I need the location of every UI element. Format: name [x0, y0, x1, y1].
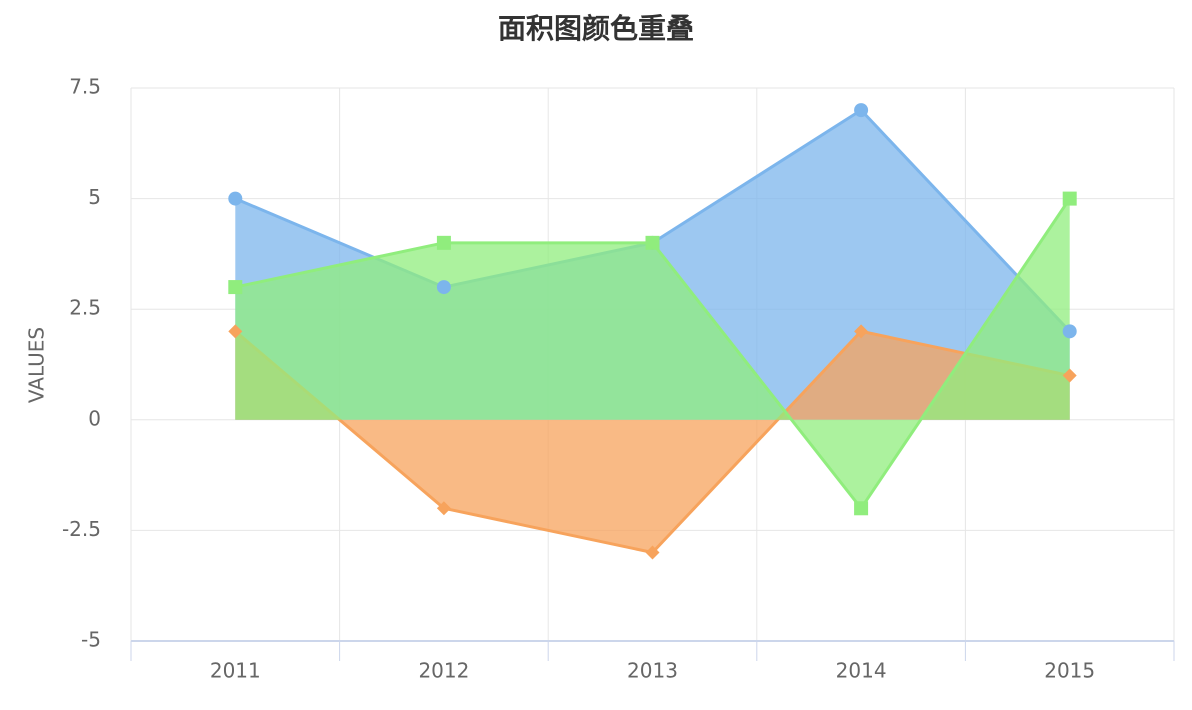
- y-tick-label: 0: [88, 406, 101, 430]
- area-fill: [235, 331, 1070, 553]
- marker: [854, 103, 869, 118]
- marker: [854, 501, 869, 516]
- y-axis-title: VALUES: [25, 327, 49, 403]
- marker: [854, 324, 869, 339]
- marker: [645, 545, 660, 560]
- y-tick-label: 7.5: [69, 75, 101, 99]
- marker: [436, 280, 451, 295]
- x-tick-label: 2013: [627, 659, 678, 683]
- x-tick-label: 2011: [210, 659, 261, 683]
- marker: [1062, 368, 1077, 383]
- marker: [645, 235, 660, 250]
- x-tick-label: 2014: [836, 659, 887, 683]
- y-tick-label: -2.5: [62, 517, 101, 541]
- chart-title: 面积图颜色重叠: [498, 12, 694, 45]
- x-tick-label: 2012: [418, 659, 469, 683]
- marker: [436, 235, 451, 250]
- area-fill: [235, 198, 1070, 509]
- y-tick-label: 2.5: [69, 296, 101, 320]
- y-tick-label: 5: [88, 185, 101, 209]
- y-tick-label: -5: [81, 628, 101, 652]
- x-tick-label: 2015: [1044, 659, 1095, 683]
- marker: [228, 191, 243, 206]
- marker: [228, 324, 243, 339]
- marker: [436, 501, 451, 516]
- marker: [1062, 324, 1077, 339]
- marker: [228, 280, 243, 295]
- marker: [1062, 191, 1077, 206]
